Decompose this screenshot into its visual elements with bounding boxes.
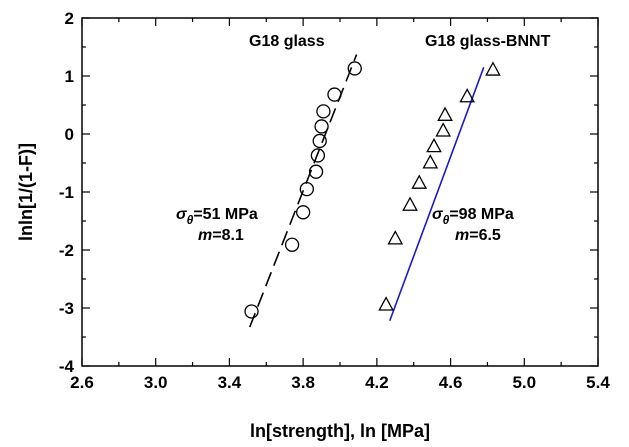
data-point-circle (347, 61, 362, 76)
annotation-m-g18-glass: m=8.1 (198, 227, 244, 244)
y-tick-labels: 2 1 0 -1 -2 -3 -4 (59, 9, 75, 376)
y-tick-label: -3 (59, 299, 74, 318)
annotation-sigma-g18-glass: σθ=51 MPa (176, 206, 258, 227)
data-point-circle (312, 133, 327, 149)
y-tick-label: 2 (65, 9, 74, 28)
data-point-circle (308, 164, 324, 179)
series-label-g18-glass-bnnt: G18 glass-BNNT (425, 33, 551, 50)
x-axis-label: ln[strength], ln [MPa] (250, 421, 430, 441)
axis-ticks (81, 17, 599, 367)
plot-frame (81, 17, 599, 367)
x-tick-label: 4.2 (365, 373, 389, 392)
data-point-circle (314, 119, 329, 134)
series-g18-glass-markers (244, 61, 362, 319)
data-point-triangle (378, 296, 394, 311)
series-label-g18-glass: G18 glass (249, 33, 325, 50)
x-tick-label: 5.4 (586, 373, 610, 392)
x-tick-label: 2.6 (70, 373, 94, 392)
y-tick-label: -2 (59, 241, 74, 260)
data-point-circle (299, 181, 314, 197)
data-point-triangle (411, 174, 428, 189)
data-point-circle (295, 205, 311, 220)
data-point-circle (284, 237, 300, 252)
data-point-circle (310, 148, 326, 163)
data-point-circle (316, 104, 331, 119)
series-g18-glass-bnnt-markers (378, 61, 501, 311)
data-point-triangle (435, 122, 452, 137)
data-point-triangle (387, 230, 404, 245)
data-point-circle (244, 304, 259, 319)
data-point-triangle (485, 61, 501, 76)
x-tick-labels: 2.6 3.0 3.4 3.8 4.2 4.6 5.0 5.4 (70, 373, 610, 392)
x-tick-label: 3.0 (144, 373, 168, 392)
data-point-triangle (437, 106, 453, 121)
data-point-triangle (402, 196, 418, 211)
annotation-m-g18-glass-bnnt: m=6.5 (455, 227, 501, 244)
data-point-triangle (426, 137, 442, 153)
y-tick-label: 1 (65, 67, 74, 86)
x-tick-label: 3.4 (218, 373, 242, 392)
fit-line-g18-glass-bnnt (389, 67, 485, 322)
data-point-circle (327, 87, 342, 102)
x-tick-label: 4.6 (439, 373, 463, 392)
annotation-sigma-g18-glass-bnnt: σθ=98 MPa (432, 206, 514, 227)
data-point-triangle (459, 88, 476, 103)
x-tick-label: 3.8 (291, 373, 315, 392)
y-tick-label: 0 (65, 125, 74, 144)
y-tick-label: -4 (59, 357, 75, 376)
x-tick-label: 5.0 (512, 373, 536, 392)
y-axis-label: lnln[1/(1-F)] (16, 143, 36, 241)
data-point-triangle (422, 154, 439, 169)
y-tick-label: -1 (59, 183, 74, 202)
